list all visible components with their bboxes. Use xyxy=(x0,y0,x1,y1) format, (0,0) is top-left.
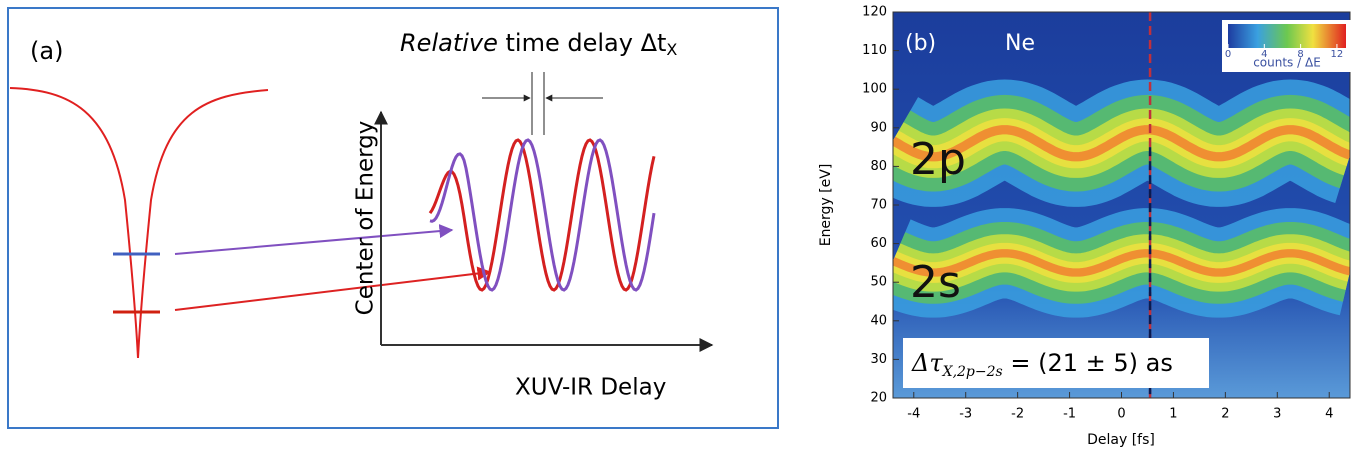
arrow-2s xyxy=(174,266,492,311)
x-tick-label: 2 xyxy=(1221,407,1229,422)
x-tick-label: 4 xyxy=(1325,407,1333,422)
panel-b-label: (b) xyxy=(905,31,936,56)
element-label: Ne xyxy=(1005,31,1035,56)
y-tick-label: 40 xyxy=(870,313,887,328)
x-tick-label: -3 xyxy=(959,407,972,422)
wave-2s xyxy=(428,138,656,292)
panel-a-title: Relative time delay ΔtX xyxy=(400,29,677,59)
x-tick-label: -4 xyxy=(907,407,920,422)
panel-a-frame xyxy=(7,7,779,429)
colorbar-tick-label: 12 xyxy=(1331,49,1344,60)
annotation: ΔτX,2p−2s = (21 ± 5) as xyxy=(911,349,1173,381)
title-italic: Relative xyxy=(400,29,498,57)
panel-a-label: (a) xyxy=(30,37,63,65)
peak-label-2p: 2p xyxy=(910,134,966,185)
annotation-symbol: Δτ xyxy=(911,349,943,377)
potential-curve xyxy=(9,87,269,359)
x-tick-label: -2 xyxy=(1011,407,1024,422)
y-tick-label: 70 xyxy=(870,198,887,213)
x-label-b: Delay [fs] xyxy=(1087,432,1155,448)
y-tick-label: 60 xyxy=(870,236,887,251)
spectrogram-background xyxy=(893,12,1350,398)
x-label-a: XUV-IR Delay xyxy=(515,375,666,401)
colorbar xyxy=(1228,24,1346,48)
energy-band xyxy=(893,125,1350,162)
peak-label-2s: 2s xyxy=(910,257,961,308)
colorbar-label: counts / ΔE xyxy=(1253,56,1321,70)
title-rest: time delay Δt xyxy=(498,29,667,57)
spectrogram xyxy=(893,12,1350,398)
colorbar-tick-label: 0 xyxy=(1225,49,1231,60)
y-tick-label: 20 xyxy=(870,391,887,406)
annotation-rest: = (21 ± 5) as xyxy=(1003,349,1173,377)
y-tick-label: 100 xyxy=(862,82,887,97)
arrow-2p xyxy=(174,224,454,255)
y-tick-label: 80 xyxy=(870,159,887,174)
y-tick-label: 50 xyxy=(870,275,887,290)
y-tick-label: 30 xyxy=(870,352,887,367)
colorbar-tick-label: 4 xyxy=(1261,49,1267,60)
y-tick-label: 90 xyxy=(870,120,887,135)
y-label-b: Energy [eV] xyxy=(818,164,834,247)
title-sub: X xyxy=(666,40,677,59)
y-tick-label: 110 xyxy=(862,43,887,58)
x-tick-label: 3 xyxy=(1273,407,1281,422)
x-tick-label: 1 xyxy=(1169,407,1177,422)
x-tick-label: -1 xyxy=(1063,407,1076,422)
annotation-box xyxy=(903,338,1209,388)
y-label-a: Center of Energy xyxy=(353,121,379,316)
energy-band xyxy=(893,249,1350,277)
colorbar-tick-label: 8 xyxy=(1297,49,1303,60)
x-tick-label: 0 xyxy=(1117,407,1125,422)
annotation-sub: X,2p−2s xyxy=(942,364,1003,380)
wave-2p xyxy=(429,138,656,292)
y-tick-label: 120 xyxy=(862,5,887,20)
